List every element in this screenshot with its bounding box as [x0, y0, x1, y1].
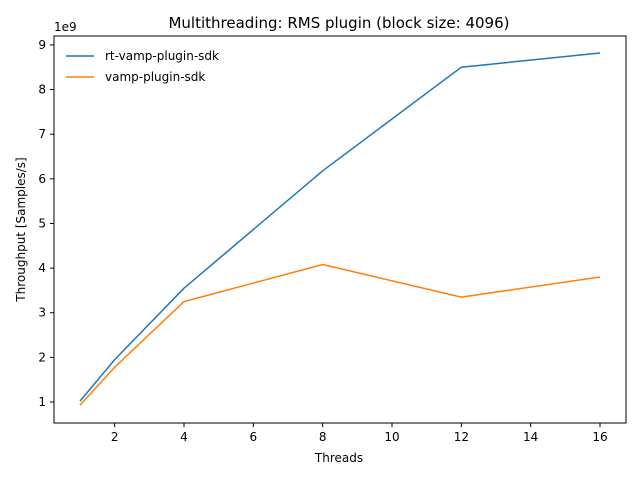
- x-tick-label: 6: [250, 430, 258, 444]
- legend-label-vamp: vamp-plugin-sdk: [105, 70, 205, 84]
- chart-title: Multithreading: RMS plugin (block size: …: [168, 14, 509, 32]
- y-tick-label: 8: [38, 83, 46, 97]
- y-tick-label: 9: [38, 38, 46, 52]
- y-offset-label: 1e9: [54, 20, 77, 34]
- x-tick-label: 12: [454, 430, 469, 444]
- y-tick-label: 5: [38, 216, 46, 230]
- plot-area: [53, 35, 627, 424]
- x-tick-label: 8: [319, 430, 327, 444]
- y-tick-label: 2: [38, 350, 46, 364]
- y-tick-label: 4: [38, 261, 46, 275]
- legend: rt-vamp-plugin-sdk vamp-plugin-sdk: [66, 49, 219, 84]
- x-tick-label: 4: [180, 430, 188, 444]
- legend-label-rt-vamp: rt-vamp-plugin-sdk: [105, 49, 219, 63]
- x-tick-label: 16: [592, 430, 607, 444]
- series-group: [79, 52, 601, 406]
- y-axis: 1 2 3 4 5 6 7 8 9: [38, 38, 54, 409]
- y-tick-label: 3: [38, 306, 46, 320]
- x-tick-label: 14: [523, 430, 538, 444]
- x-tick-label: 2: [111, 430, 119, 444]
- x-axis-label: Threads: [314, 451, 363, 465]
- x-axis: 2 4 6 8 10 12 14 16: [111, 423, 608, 444]
- x-tick-label: 10: [384, 430, 399, 444]
- y-axis-label: Throughput [Samples/s]: [14, 157, 28, 302]
- series-line-vamp-plugin-sdk: [79, 263, 601, 406]
- y-tick-label: 6: [38, 172, 46, 186]
- y-tick-label: 1: [38, 395, 46, 409]
- series-line-rt-vamp-plugin-sdk: [79, 52, 601, 402]
- y-tick-label: 7: [38, 127, 46, 141]
